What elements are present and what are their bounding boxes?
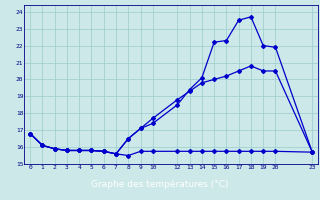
Text: Graphe des températures (°C): Graphe des températures (°C) — [91, 179, 229, 189]
